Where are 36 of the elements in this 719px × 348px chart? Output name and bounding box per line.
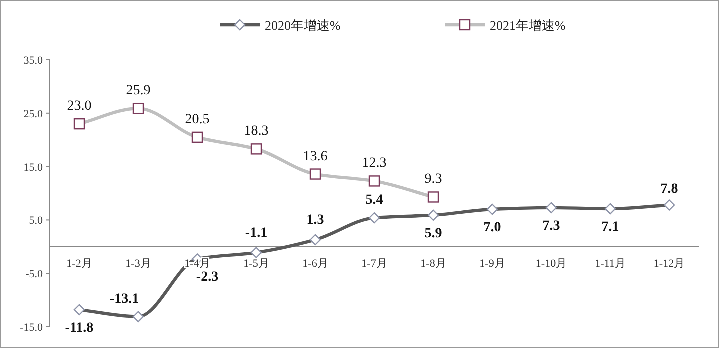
data-label: 7.8 xyxy=(660,182,678,198)
data-label: -13.1 xyxy=(110,292,140,307)
data-label: 7.0 xyxy=(484,220,502,236)
data-label: 5.4 xyxy=(366,193,384,208)
data-label: 7.3 xyxy=(542,218,560,234)
data-label: 7.1 xyxy=(602,220,620,235)
y-tick-label: -15.0 xyxy=(20,322,44,334)
data-label: -11.8 xyxy=(65,320,94,336)
y-tick-label: -5.0 xyxy=(26,268,44,281)
x-tick-label: 1-11月 xyxy=(595,258,626,270)
x-tick-label: 1-10月 xyxy=(536,258,568,270)
x-tick-label: 1-7月 xyxy=(362,258,388,270)
x-tick-label: 1-8月 xyxy=(420,258,446,270)
x-tick-label: 1-6月 xyxy=(302,258,328,270)
data-label: 25.9 xyxy=(126,84,151,99)
data-label: 18.3 xyxy=(244,124,269,140)
y-tick-label: 15.0 xyxy=(24,162,44,174)
x-tick-label: 1-2月 xyxy=(66,258,92,270)
x-tick-label: 1-9月 xyxy=(480,258,506,270)
data-label: -1.1 xyxy=(245,226,268,241)
y-tick-label: 25.0 xyxy=(24,108,44,120)
x-tick-label: 1-3月 xyxy=(126,258,152,270)
data-label: 13.6 xyxy=(303,149,328,164)
data-label: -2.3 xyxy=(196,270,219,286)
y-tick-label: 5.0 xyxy=(29,215,44,228)
data-label: 12.3 xyxy=(362,156,387,172)
y-tick-label: 35.0 xyxy=(24,55,44,67)
data-label: 9.3 xyxy=(424,172,442,188)
x-tick-label: 1-5月 xyxy=(244,258,270,270)
legend-label: 2021年增速% xyxy=(490,18,566,33)
data-label: 20.5 xyxy=(185,112,210,128)
data-label: 23.0 xyxy=(67,99,92,114)
x-tick-label: 1-12月 xyxy=(654,258,686,270)
data-label: 5.9 xyxy=(424,226,442,242)
legend-label: 2020年增速% xyxy=(265,18,341,33)
data-label: 1.3 xyxy=(306,212,324,228)
